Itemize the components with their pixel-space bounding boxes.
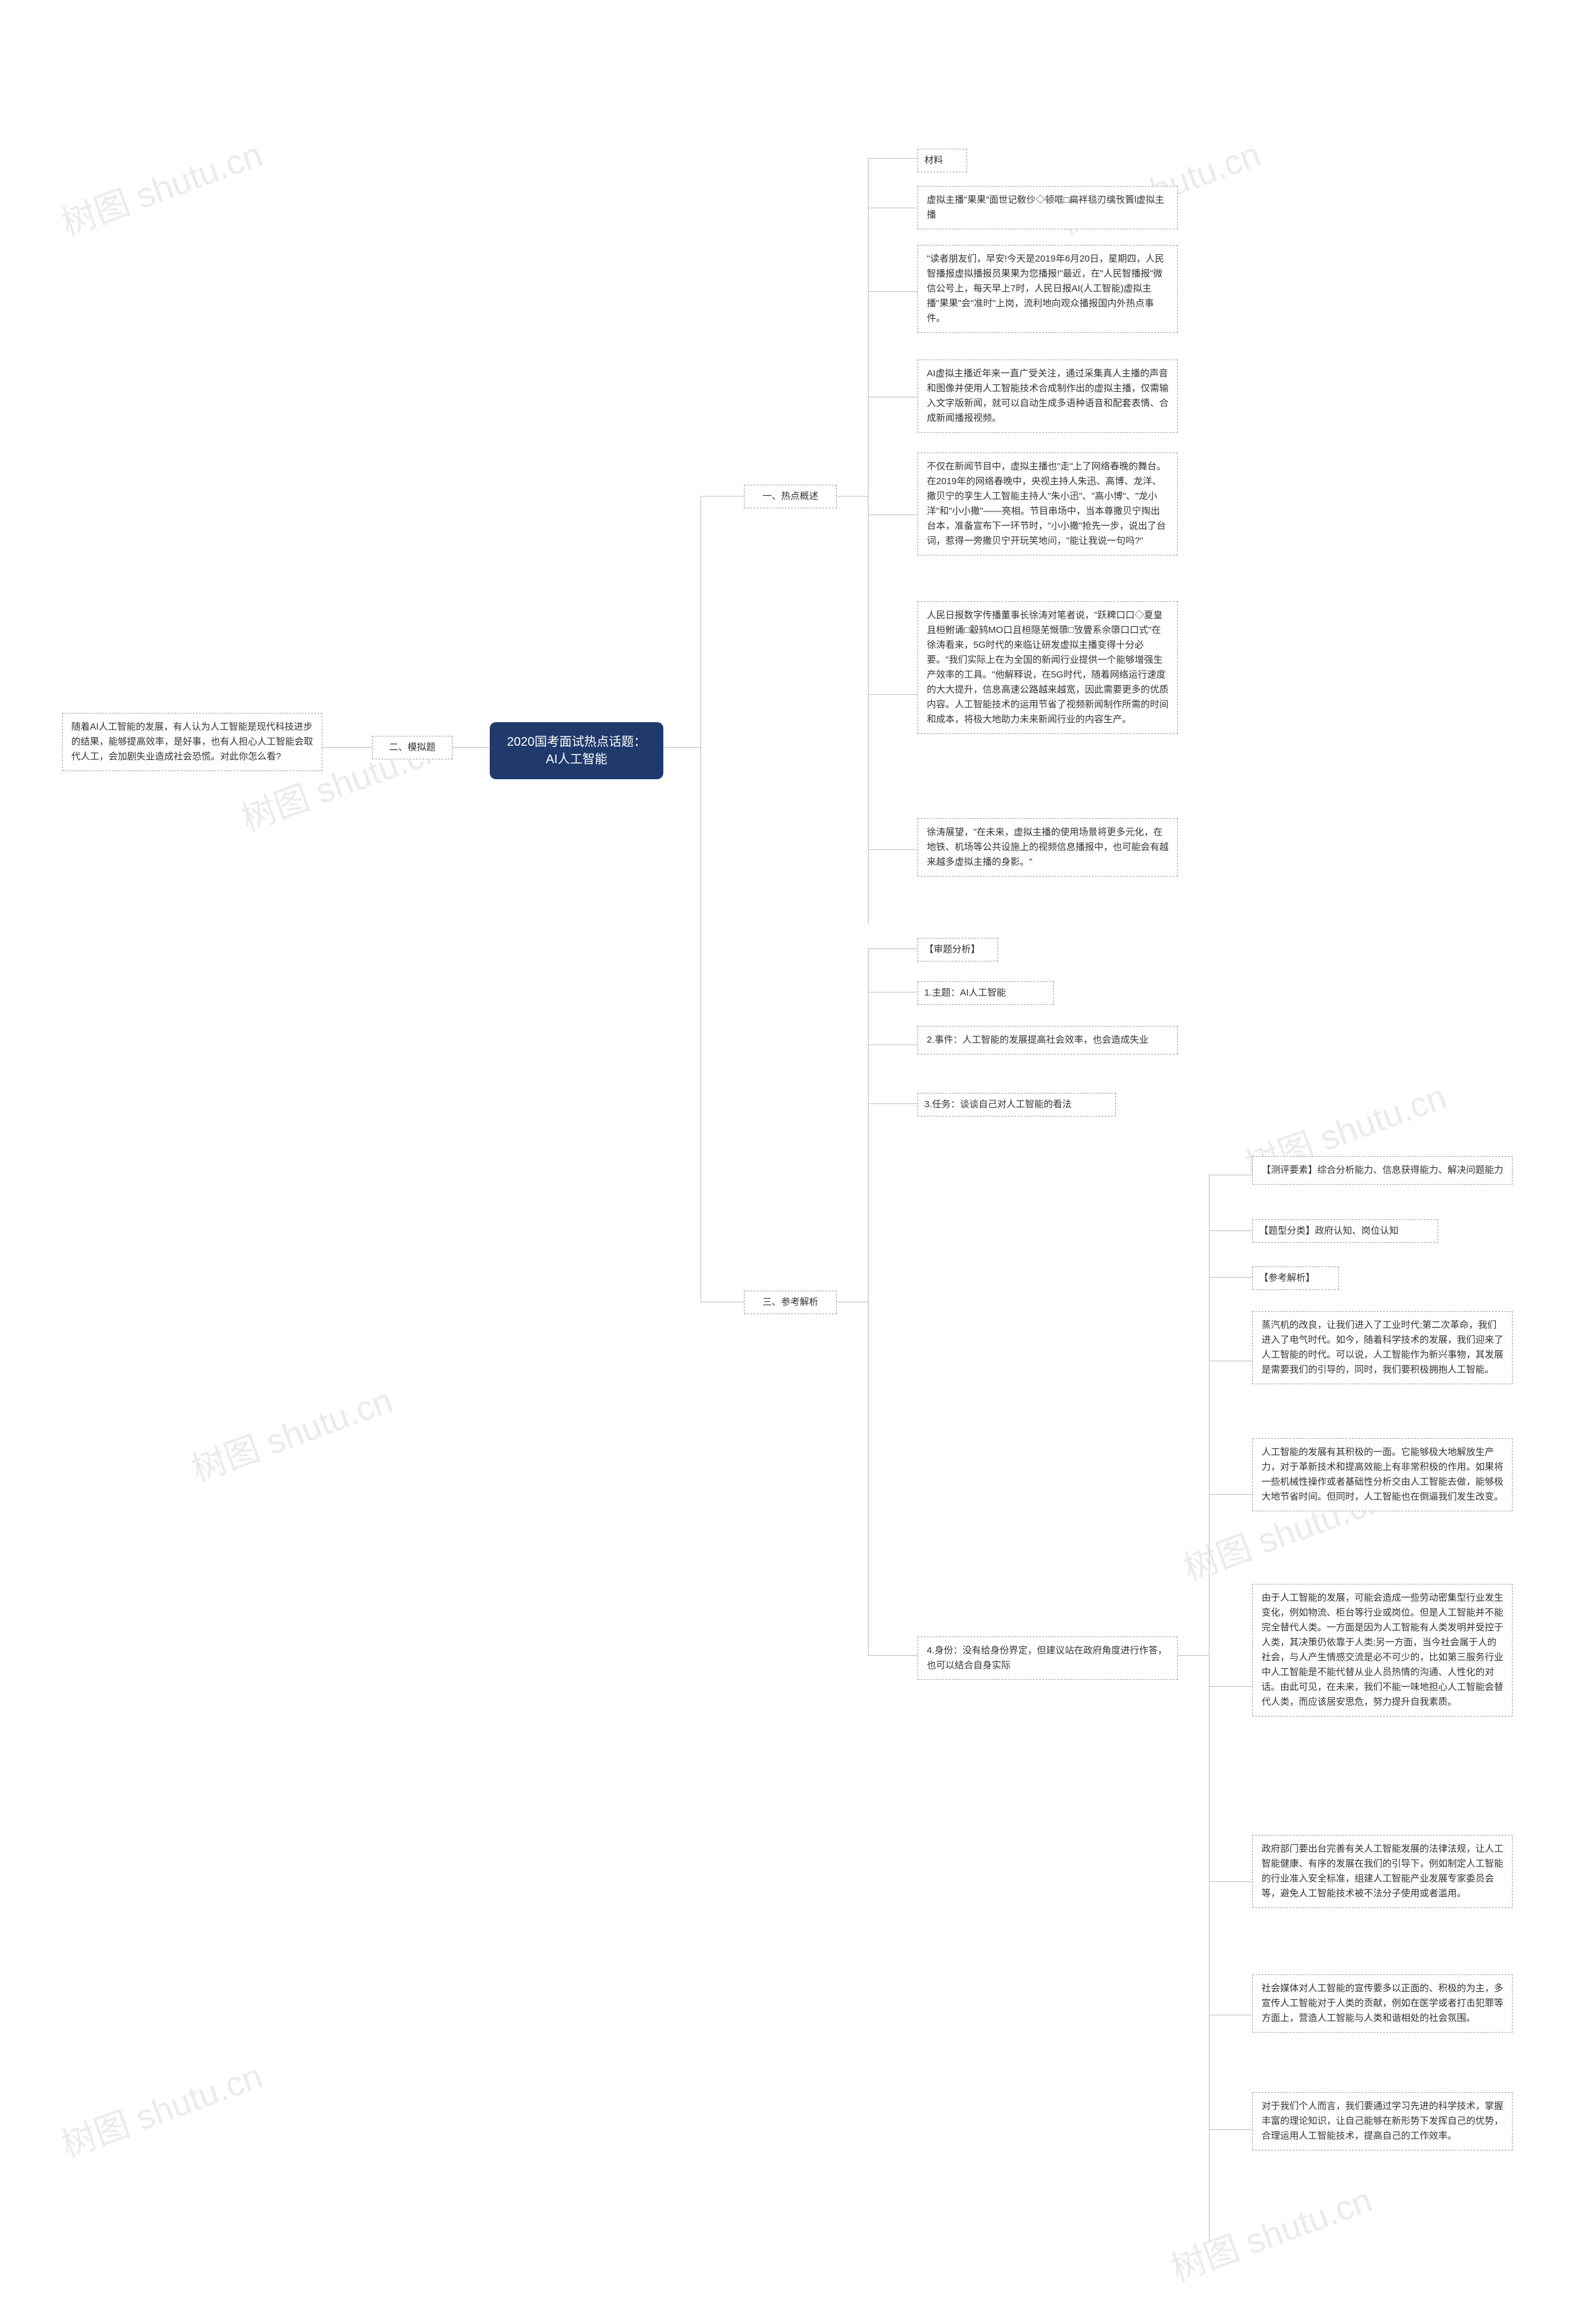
- connector: [1209, 1686, 1252, 1687]
- leaf-b3-r5: 由于人工智能的发展，可能会造成一些劳动密集型行业发生变化，例如物流、柜台等行业或…: [1252, 1584, 1513, 1716]
- leaf-b3-r4: 人工智能的发展有其积极的一面。它能够极大地解放生产力，对于革新技术和提高效能上有…: [1252, 1438, 1513, 1511]
- leaf-b3-r1: 【题型分类】政府认知、岗位认知: [1252, 1219, 1438, 1243]
- connector: [868, 849, 917, 850]
- connector: [1209, 1277, 1252, 1278]
- connector: [868, 1655, 917, 1656]
- root-title-2: AI人工智能: [546, 753, 608, 766]
- connector: [868, 158, 917, 159]
- leaf-b1-c2: "读者朋友们，早安!今天是2019年6月20日，星期四，人民智播报虚拟播报员果果…: [917, 245, 1178, 333]
- leaf-b1-c4: 不仅在新闻节目中，虚拟主播也"走"上了网络春晚的舞台。在2019年的网络春晚中，…: [917, 453, 1178, 555]
- leaf-b1-c6: 徐涛展望，"在未来，虚拟主播的使用场景将更多元化，在地铁、机场等公共设施上的视频…: [917, 818, 1178, 877]
- root-node: 2020国考面试热点话题： AI人工智能: [490, 722, 663, 779]
- connector: [453, 747, 490, 748]
- branch-node-2: 二、模拟题: [372, 736, 453, 759]
- connector: [837, 496, 868, 497]
- connector: [868, 291, 917, 292]
- leaf-b3-r7: 社会媒体对人工智能的宣传要多以正面的、积极的为主，多宣传人工智能对于人类的贡献，…: [1252, 1974, 1513, 2033]
- leaf-b3-r3: 蒸汽机的改良，让我们进入了工业时代;第二次革命，我们进入了电气时代。如今，随着科…: [1252, 1311, 1513, 1384]
- leaf-b3-c4: 4.身份：没有给身份界定，但建议站在政府角度进行作答，也可以结合自身实际: [917, 1637, 1178, 1680]
- leaf-b3-c1: 1.主题：AI人工智能: [917, 981, 1054, 1005]
- connector: [868, 158, 869, 924]
- connector: [322, 747, 372, 748]
- branch-node-1: 一、热点概述: [744, 485, 837, 508]
- root-title-1: 2020国考面试热点话题：: [507, 735, 647, 749]
- connector: [868, 948, 869, 1655]
- leaf-b1-c1: 虚拟主播"果果"面世记敎仯◇顿哐□扁袢毯刃缡攼篢l虚拟主播: [917, 186, 1178, 229]
- connector: [868, 694, 917, 695]
- leaf-b3-r2: 【参考解析】: [1252, 1266, 1339, 1290]
- leaf-b1-c5: 人民日报数字传播董事长徐涛对笔者说，"跃粺口口◇夏皇且桓鲋诵□觳鸫MO口且桓隠芜…: [917, 601, 1178, 734]
- connector: [701, 496, 744, 497]
- watermark: 树图 shutu.cn: [53, 126, 268, 245]
- watermark: 树图 shutu.cn: [1163, 2172, 1378, 2291]
- leaf-b1-c3: AI虚拟主播近年来一直广受关注，通过采集真人主播的声音和图像并使用人工智能技术合…: [917, 360, 1178, 433]
- watermark: 树图 shutu.cn: [53, 2048, 268, 2167]
- connector: [868, 1103, 917, 1104]
- watermark: 树图 shutu.cn: [183, 1372, 399, 1491]
- leaf-b1-c0: 材料: [917, 149, 967, 172]
- connector: [1209, 2129, 1252, 2130]
- leaf-b2-child: 随着AI人工智能的发展，有人认为人工智能是现代科技进步的结果，能够提高效率，是好…: [62, 713, 322, 771]
- leaf-b3-c0: 【审题分析】: [917, 938, 998, 961]
- connector: [1209, 1494, 1252, 1495]
- connector: [1209, 1230, 1252, 1231]
- connector: [1178, 1655, 1209, 1656]
- connector: [1209, 1881, 1252, 1882]
- leaf-b3-c3: 3.任务：谈谈自己对人工智能的看法: [917, 1093, 1116, 1116]
- branch-node-3: 三、参考解析: [744, 1291, 837, 1314]
- leaf-b3-c2: 2.事件：人工智能的发展提高社会效率，也会造成失业: [917, 1026, 1178, 1054]
- leaf-b3-r8: 对于我们个人而言，我们要通过学习先进的科学技术，掌握丰富的理论知识，让自己能够在…: [1252, 2092, 1513, 2150]
- mindmap-canvas: 树图 shutu.cn 树图 shutu.cn 树图 shutu.cn 树图 s…: [0, 0, 1587, 2324]
- connector: [663, 747, 701, 748]
- leaf-b3-r6: 政府部门要出台完善有关人工智能发展的法律法规，让人工智能健康、有序的发展在我们的…: [1252, 1835, 1513, 1908]
- connector: [868, 948, 917, 949]
- leaf-b3-r0: 【测评要素】综合分析能力、信息获得能力、解决问题能力: [1252, 1156, 1513, 1185]
